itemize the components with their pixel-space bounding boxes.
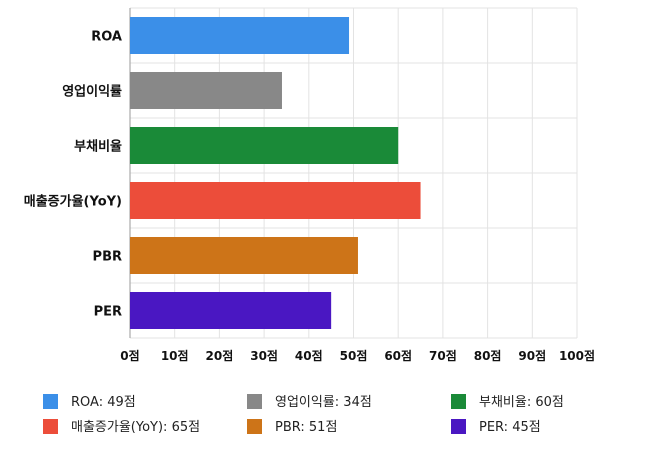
category-label: PBR bbox=[93, 250, 122, 265]
legend-label: ROA: 49점 bbox=[71, 395, 136, 410]
bar bbox=[130, 72, 282, 109]
legend-swatch bbox=[247, 394, 262, 409]
legend-swatch bbox=[451, 419, 466, 434]
x-tick-label: 40점 bbox=[295, 348, 323, 363]
x-tick-label: 100점 bbox=[559, 348, 595, 363]
x-tick-label: 80점 bbox=[474, 348, 502, 363]
x-tick-label: 70점 bbox=[429, 348, 457, 363]
bar bbox=[130, 17, 350, 54]
legend-swatch bbox=[451, 394, 466, 409]
x-tick-label: 50점 bbox=[340, 348, 368, 363]
legend-label: 부채비율: 60점 bbox=[479, 395, 564, 410]
category-label: ROA bbox=[91, 30, 122, 45]
legend-label: 매출증가율(YoY): 65점 bbox=[71, 420, 200, 435]
category-label: 매출증가율(YoY) bbox=[24, 194, 122, 210]
x-tick-label: 60점 bbox=[384, 348, 412, 363]
legend-swatch bbox=[247, 419, 262, 434]
bars bbox=[130, 17, 421, 329]
legend-swatch bbox=[43, 419, 58, 434]
category-label: 부채비율 bbox=[74, 139, 122, 155]
x-tick-label: 10점 bbox=[161, 348, 189, 363]
x-tick-label: 0점 bbox=[120, 348, 139, 363]
x-axis-tick-labels: 0점 10점 20점 30점 40점 50점 60점 70점 80점 90점 100점 bbox=[120, 348, 595, 363]
bar bbox=[130, 237, 358, 274]
bar bbox=[130, 292, 332, 329]
x-tick-label: 90점 bbox=[518, 348, 546, 363]
legend-label: 영업이익률: 34점 bbox=[275, 395, 372, 410]
bar bbox=[130, 127, 399, 164]
gridlines bbox=[129, 7, 578, 339]
category-label: 영업이익률 bbox=[62, 84, 122, 100]
legend-label: PER: 45점 bbox=[479, 420, 541, 435]
legend-swatch bbox=[43, 394, 58, 409]
x-tick-label: 30점 bbox=[250, 348, 278, 363]
category-label: PER bbox=[94, 305, 122, 320]
bar bbox=[130, 182, 421, 219]
x-tick-label: 20점 bbox=[206, 348, 234, 363]
legend-label: PBR: 51점 bbox=[275, 420, 337, 435]
